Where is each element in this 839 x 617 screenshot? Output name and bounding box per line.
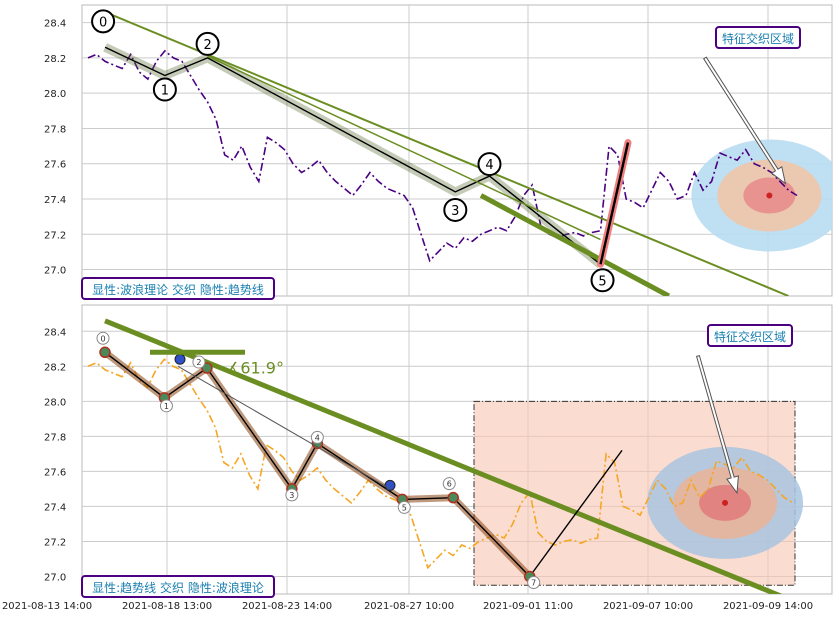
- y-tick-label: 27.0: [44, 266, 66, 277]
- focus-point: [766, 192, 773, 199]
- legend-box: [81, 575, 275, 598]
- x-tick-label: 2021-08-23 14:00: [242, 601, 332, 612]
- wave-marker-label: 5: [598, 274, 606, 289]
- wave-marker: [590, 268, 615, 293]
- y-tick-label: 27.4: [44, 195, 66, 206]
- plot-content: [87, 11, 832, 296]
- wave-marker-label: 2: [203, 38, 211, 53]
- wave-node: [447, 491, 459, 504]
- annotation-label: 特征交织区域: [722, 31, 794, 46]
- y-tick-label: 28.0: [44, 397, 66, 408]
- annotation-label: 特征交织区域: [714, 329, 786, 344]
- y-tick-label: 27.8: [44, 432, 66, 443]
- y-tick-label: 28.4: [44, 327, 66, 338]
- wave-marker: [310, 430, 324, 444]
- y-tick-label: 27.6: [44, 467, 66, 478]
- annotation-box: [707, 324, 793, 347]
- top-chart-panel: 28.4 28.2 28.0 27.8 27.6 27.4 27.2 27.0 0 1 2 3 4 5 特征…: [44, 4, 833, 300]
- wave-marker-label: 1: [164, 402, 169, 411]
- wave-path: [104, 351, 531, 577]
- price-series-line: [87, 49, 798, 263]
- wave-marker-label: 4: [315, 433, 320, 442]
- wave-marker: [397, 500, 411, 514]
- plot-content: [87, 318, 804, 594]
- wave-marker: [159, 399, 173, 413]
- y-tick-label: 27.6: [44, 160, 66, 171]
- wave-node: [99, 346, 111, 359]
- trend-line: [104, 318, 783, 594]
- wave-path: [104, 46, 601, 265]
- y-tick-label: 27.2: [44, 230, 66, 241]
- wave-marker-label: 3: [451, 204, 459, 219]
- price-series-line: [87, 358, 794, 570]
- angle-ray: [177, 365, 391, 490]
- wave-marker-label: 1: [161, 84, 169, 99]
- wave-marker-label: 5: [402, 503, 407, 512]
- trend-line-thick: [479, 193, 671, 296]
- wave-marker-label: 4: [485, 158, 493, 173]
- wave-marker: [442, 477, 456, 491]
- angle-label: ∡61.9°: [226, 358, 284, 377]
- x-tick-label: 2021-09-07 10:00: [603, 601, 693, 612]
- shared-x-axis: 2021-08-13 14:00 2021-08-18 13:00 2021-08-…: [2, 601, 813, 612]
- wave-marker: [195, 31, 220, 56]
- wave-marker-label: 6: [447, 480, 452, 489]
- wave-node: [201, 362, 213, 374]
- y-tick-label: 27.8: [44, 124, 66, 135]
- trend-line: [207, 55, 601, 241]
- trend-line: [104, 11, 789, 296]
- y-tick-label: 27.2: [44, 537, 66, 548]
- breakout-line: [529, 449, 623, 577]
- pivot-dot: [174, 353, 186, 365]
- annotation-arrow: [695, 354, 739, 495]
- annotation-box: [715, 26, 801, 49]
- x-tick-label: 2021-08-27 10:00: [364, 601, 454, 612]
- wave-marker: [443, 197, 468, 222]
- legend-box: [81, 277, 275, 300]
- wave-marker: [152, 77, 177, 102]
- wave-marker: [285, 488, 299, 502]
- wave-marker: [477, 152, 502, 177]
- wave-marker-label: 0: [100, 334, 105, 343]
- y-tick-label: 28.4: [44, 19, 66, 30]
- bottom-chart-panel: 28.4 28.2 28.0 27.8 27.6 27.4 27.2 27.0 0 1 2 3 4 5 6 7…: [44, 304, 833, 598]
- wave-marker-label: 3: [289, 491, 294, 500]
- wave-marker: [91, 9, 116, 34]
- annotation-arrow: [703, 56, 787, 185]
- wave-marker-label: 0: [99, 15, 107, 30]
- wave-marker: [96, 331, 110, 345]
- x-tick-label: 2021-08-13 14:00: [2, 601, 92, 612]
- wave-marker: [192, 355, 206, 369]
- y-tick-label: 27.0: [44, 572, 66, 583]
- x-tick-label: 2021-09-09 14:00: [723, 601, 813, 612]
- wave-marker-label: 7: [531, 578, 536, 587]
- x-tick-label: 2021-08-18 13:00: [122, 601, 212, 612]
- y-tick-label: 28.0: [44, 89, 66, 100]
- legend-label: 显性:波浪理论 交织 隐性:趋势线: [92, 282, 264, 297]
- legend-label: 显性:趋势线 交织 隐性:波浪理论: [92, 580, 264, 595]
- breakout-line: [599, 142, 630, 265]
- wave-marker: [527, 575, 541, 589]
- wave-marker-label: 2: [196, 358, 201, 367]
- y-tick-label: 28.2: [44, 54, 66, 65]
- y-tick-label: 27.4: [44, 502, 66, 513]
- focus-point: [722, 499, 729, 506]
- x-tick-label: 2021-09-01 11:00: [483, 601, 573, 612]
- y-tick-label: 28.2: [44, 362, 66, 373]
